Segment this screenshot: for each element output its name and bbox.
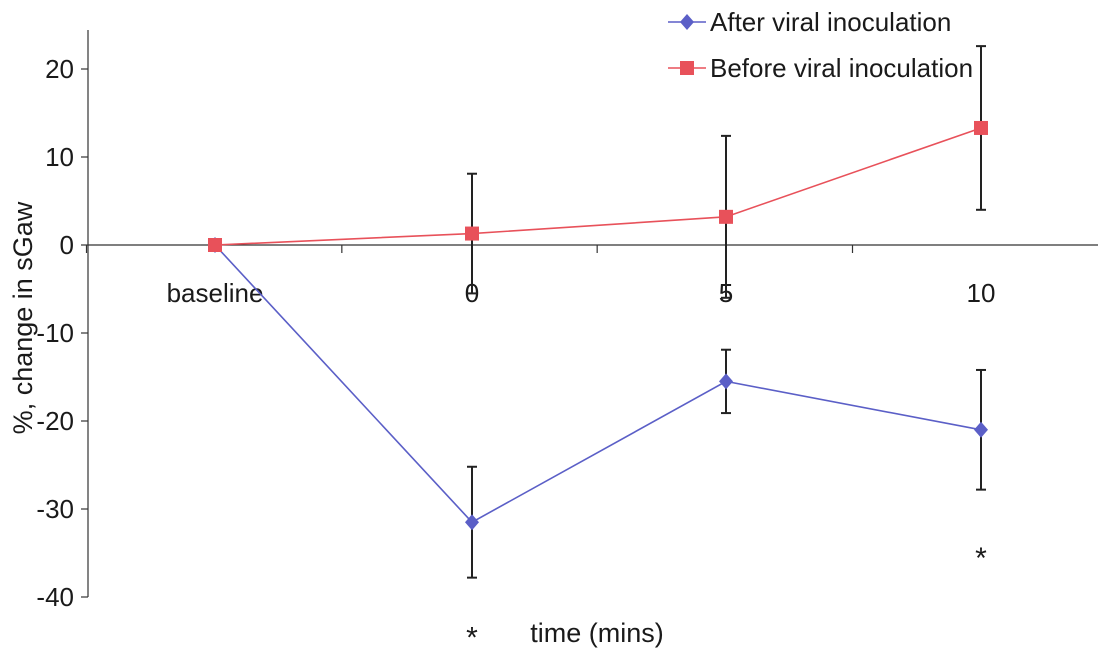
y-tick-label: 0 (60, 230, 74, 260)
x-tick-group: baseline0510 (85, 245, 996, 308)
data-point-diamond (719, 373, 733, 390)
legend-square-marker (680, 61, 694, 75)
y-tick-label: -30 (36, 494, 74, 524)
x-axis-title: time (mins) (530, 618, 664, 648)
y-tick-group: 20 10 0 -10 -20 -30 -40 (36, 54, 88, 612)
x-axis: baseline0510 (85, 244, 1098, 308)
y-tick-label: -20 (36, 406, 74, 436)
x-tick-label: baseline (167, 278, 264, 308)
significance-asterisk: * (466, 621, 478, 652)
y-tick-label: 20 (45, 54, 74, 84)
series-after-viral-inoculation (208, 237, 988, 579)
y-axis-title: %, change in sGaw (8, 201, 38, 434)
annotation-layer: ** (466, 542, 987, 652)
legend-label: After viral inoculation (710, 7, 951, 37)
y-axis: 20 10 0 -10 -20 -30 -40 (36, 30, 89, 612)
significance-asterisk: * (975, 542, 987, 575)
legend: After viral inoculation Before viral inoc… (668, 7, 973, 83)
legend-diamond-marker (680, 14, 694, 30)
series-before-viral-inoculation (208, 45, 988, 299)
y-tick-label: -40 (36, 582, 74, 612)
data-point-diamond (974, 421, 988, 438)
y-tick-label: -10 (36, 318, 74, 348)
legend-label: Before viral inoculation (710, 53, 973, 83)
data-point-square (465, 226, 479, 241)
x-tick-label: 10 (967, 278, 996, 308)
series-line (214, 244, 982, 524)
series-line (214, 127, 982, 246)
data-point-square (974, 120, 988, 135)
data-point-square (208, 238, 222, 252)
data-point-square (719, 209, 733, 224)
data-point-diamond (465, 514, 479, 531)
legend-item: After viral inoculation (668, 7, 951, 37)
y-tick-label: 10 (45, 142, 74, 172)
series-layer (208, 45, 988, 579)
legend-item: Before viral inoculation (668, 53, 973, 83)
